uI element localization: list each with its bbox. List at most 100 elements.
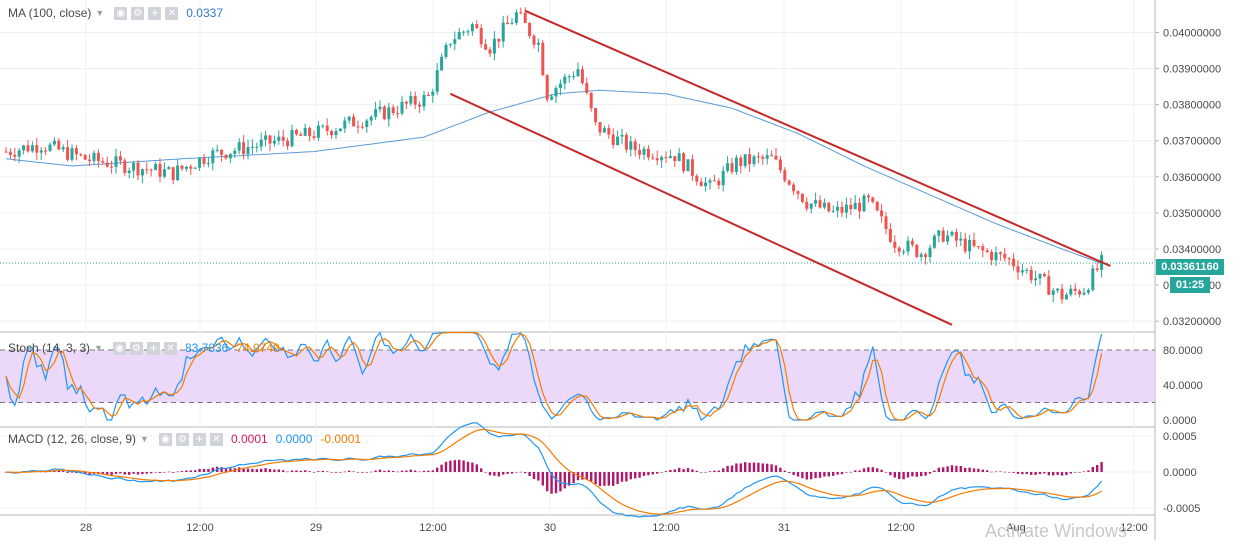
macd-histogram-bar [66,472,69,473]
chevron-down-icon[interactable]: ▼ [140,434,149,444]
price-tick-label: 0.03600000 [1163,172,1221,184]
plus-icon[interactable]: + [148,6,162,20]
candle-body [620,134,624,137]
macd-histogram-bar [867,467,870,472]
macd-histogram-bar [1047,472,1050,476]
candle-body [576,69,580,77]
stoch-tick-label: 40.0000 [1163,380,1203,392]
ma-legend[interactable]: MA (100, close) ▼ ◉ ⚙ + ✕ 0.0337 [8,6,223,20]
candle-body [26,145,30,152]
candle-body [132,162,136,171]
macd-signal-line [5,429,1102,515]
candle-body [585,83,589,93]
macd-histogram-bar [273,469,276,472]
candle-body [792,184,796,192]
macd-histogram-bar [858,470,861,472]
candle-body [233,150,237,154]
candle-body [1078,290,1082,295]
candle-body [321,125,325,127]
candle-body [558,83,562,89]
candle-body [123,160,127,174]
candle-body [818,200,822,208]
macd-histogram-bar [862,468,866,472]
macd-histogram-bar [383,470,386,472]
stoch-tick-label: 80.0000 [1163,345,1203,357]
macd-histogram-bar [783,470,786,472]
candle-body [748,154,752,165]
gear-icon[interactable]: ⚙ [131,6,145,20]
macd-histogram-bar [977,468,980,472]
stoch-legend[interactable]: Stoch (14, 3, 3) ▼ ◉ ⚙ + ✕ 83.7836 74.97… [8,341,280,355]
macd-histogram-bar [317,471,320,472]
close-icon[interactable]: ✕ [163,341,177,355]
macd-histogram-bar [150,472,153,474]
macd-legend[interactable]: MACD (12, 26, close, 9) ▼ ◉ ⚙ + ✕ 0.0001… [8,432,361,446]
macd-histogram-bar [502,472,505,475]
close-icon[interactable]: ✕ [209,432,223,446]
candle-body [360,126,364,128]
macd-histogram-bar [290,470,294,472]
macd-histogram-bar [664,471,668,472]
price-tick-label: 0.03400000 [1163,244,1221,256]
macd-histogram-bar [964,467,967,472]
candle-body [259,139,263,147]
macd-histogram-bar [911,472,914,477]
candle-body [690,159,694,176]
macd-histogram-bar [154,472,157,473]
candle-body [787,180,791,185]
candle-body [470,24,474,32]
macd-histogram-bar [704,471,707,473]
macd-histogram-bar [642,472,646,476]
candle-body [664,157,668,159]
macd-histogram-bar [678,467,681,472]
chevron-down-icon[interactable]: ▼ [94,343,103,353]
candle-body [633,141,637,151]
macd-histogram-bar [590,472,593,482]
time-tick-label: 12:00 [186,522,214,534]
candle-body [950,231,954,236]
macd-histogram-bar [106,472,109,476]
macd-histogram-bar [189,470,192,472]
eye-icon[interactable]: ◉ [158,432,172,446]
macd-histogram-bar [1021,472,1024,475]
macd-histogram-bar [902,472,905,480]
channel-lines[interactable] [449,9,1111,326]
price-tick-label: 0.03500000 [1163,208,1221,220]
candle-body [1034,278,1038,281]
candle-body [844,204,848,213]
candle-body [536,42,540,45]
candle-body [541,42,545,76]
candle-body [101,161,105,163]
candle-body [17,150,21,157]
candle-body [1020,270,1024,273]
eye-icon[interactable]: ◉ [114,6,128,20]
macd-histogram-bar [370,471,373,473]
candle-body [734,157,738,172]
candle-body [497,38,501,42]
gear-icon[interactable]: ⚙ [129,341,143,355]
ma-line [5,89,1102,264]
candle-body [338,128,342,132]
plus-icon[interactable]: + [192,432,206,446]
chevron-down-icon[interactable]: ▼ [95,8,105,18]
plus-icon[interactable]: + [146,341,160,355]
macd-tick-label: 0.0000 [1163,467,1197,479]
macd-histogram-bar [823,472,826,477]
macd-histogram-bar [1100,462,1103,472]
candle-body [963,238,967,252]
eye-icon[interactable]: ◉ [112,341,126,355]
candle-body [422,94,426,107]
macd-histogram-bar [123,472,126,475]
candle-body [1082,292,1086,295]
candle-body [70,148,74,160]
macd-histogram-bar [1060,472,1064,476]
macd-histogram-bar [708,471,712,472]
close-icon[interactable]: ✕ [165,6,179,20]
candle-body [347,116,351,121]
candle-body [884,216,888,230]
candle-body [1038,273,1042,279]
macd-histogram-bar [70,472,74,473]
macd-histogram-bar [554,472,558,494]
gear-icon[interactable]: ⚙ [175,432,189,446]
